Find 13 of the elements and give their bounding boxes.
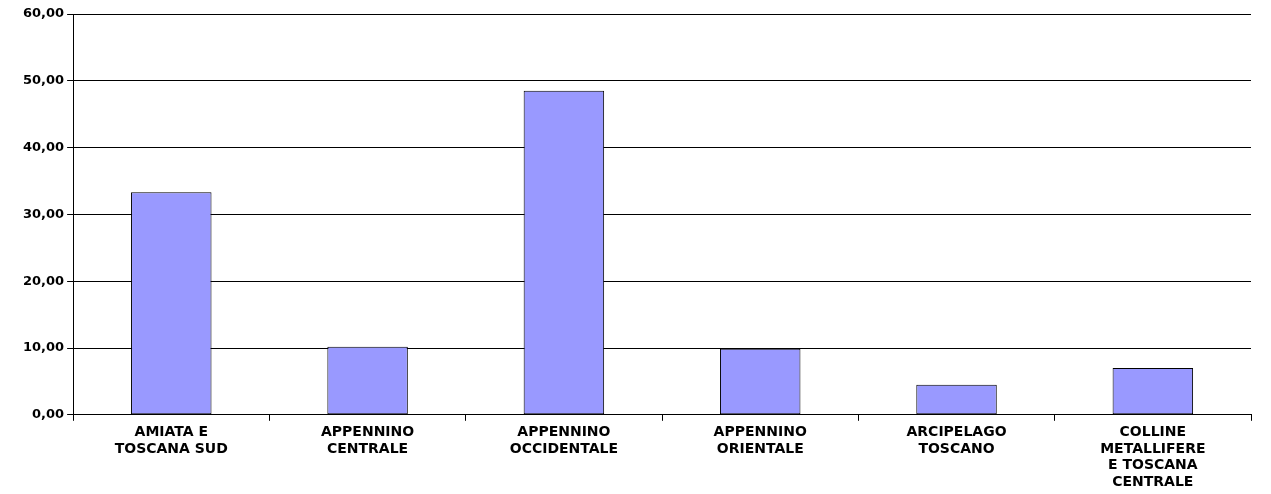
x-tick-label: ARCIPELAGO TOSCANO [906,422,1007,456]
y-tick-label: 40,00 [23,138,65,154]
y-tick-label: 0,00 [32,406,65,422]
x-tick-label: APPENNINO OCCIDENTALE [509,422,619,456]
y-tick-label: 10,00 [23,339,65,355]
y-tick-label: 20,00 [23,272,65,288]
x-tick-label: AMIATA E TOSCANA SUD [114,422,228,456]
x-tick-label: COLLINE METALLIFERE E TOSCANA CENTRALE [1100,422,1206,490]
y-tick-label: 60,00 [23,5,65,21]
y-tick-label: 50,00 [23,72,65,88]
x-tick-label: APPENNINO ORIENTALE [713,422,807,456]
x-tick-label: APPENNINO CENTRALE [321,422,415,456]
y-tick-label: 30,00 [23,205,65,221]
